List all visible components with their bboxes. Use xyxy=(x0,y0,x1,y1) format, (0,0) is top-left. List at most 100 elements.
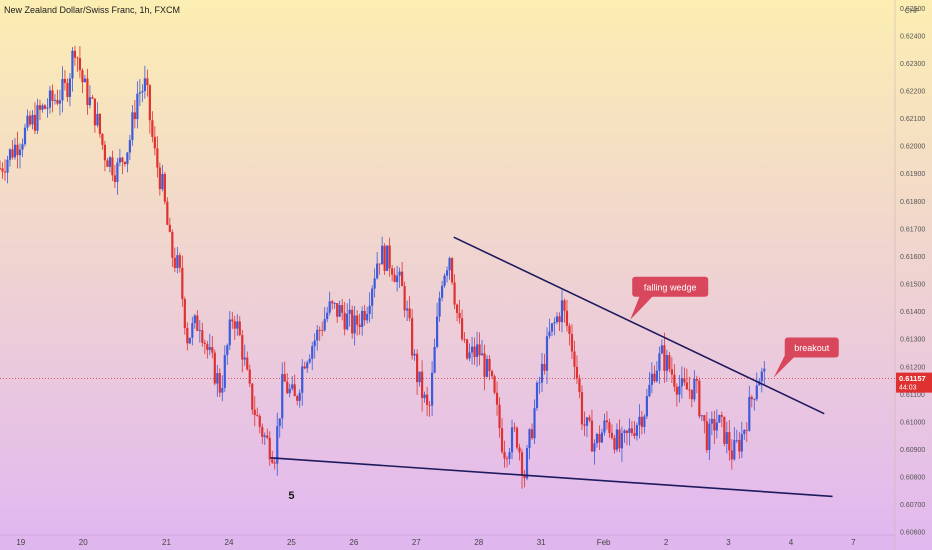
candle-body xyxy=(363,310,366,321)
candle-body xyxy=(241,335,244,360)
y-tick-label: 0.60800 xyxy=(900,475,925,482)
candle-body xyxy=(455,304,459,313)
candle-body xyxy=(720,415,723,417)
candle-body xyxy=(710,418,713,424)
candle-body xyxy=(740,434,743,452)
time-axis-background xyxy=(0,535,895,550)
candle-body xyxy=(173,257,176,268)
currency-label: CHF xyxy=(905,8,919,15)
candle-body xyxy=(258,416,261,427)
candle-body xyxy=(628,428,631,433)
candle-body xyxy=(321,330,324,331)
candle-body xyxy=(401,271,404,287)
candle-body xyxy=(538,382,541,384)
candle-body xyxy=(238,321,241,336)
candle-body xyxy=(161,173,164,190)
candle-body xyxy=(146,78,149,86)
y-tick-label: 0.60700 xyxy=(900,502,925,509)
candle-body xyxy=(13,144,17,158)
candle-body xyxy=(495,392,499,405)
falling-wedge-label: falling wedge xyxy=(644,282,697,292)
candle-body xyxy=(288,388,291,394)
candle-body xyxy=(266,435,269,438)
candle-body xyxy=(748,396,751,431)
candle-body xyxy=(236,321,239,329)
candle-body xyxy=(381,245,384,265)
candle-body xyxy=(560,300,564,323)
candle-body xyxy=(608,422,611,433)
candle-body xyxy=(293,384,296,397)
y-tick-label: 0.61900 xyxy=(900,171,925,178)
candle-body xyxy=(638,416,641,426)
candle-body xyxy=(378,263,381,265)
candle-body xyxy=(191,323,194,338)
candle-body xyxy=(371,288,374,306)
candle-body xyxy=(473,346,476,357)
y-tick-label: 0.61400 xyxy=(900,309,925,316)
candle-body xyxy=(128,140,131,153)
candle-body xyxy=(658,353,661,371)
candle-body xyxy=(178,255,181,268)
candle-body xyxy=(108,157,111,167)
candle-body xyxy=(96,113,99,126)
y-tick-label: 0.62400 xyxy=(900,33,925,40)
candle-body xyxy=(256,415,259,417)
candle-body xyxy=(296,396,299,401)
x-tick-label: 21 xyxy=(162,538,171,547)
candle-body xyxy=(168,224,171,232)
y-tick-label: 0.62500 xyxy=(900,6,925,13)
candle-body xyxy=(11,149,14,158)
candle-body xyxy=(273,462,276,464)
candle-body xyxy=(393,274,396,283)
candle-body xyxy=(408,308,411,319)
x-tick-label: 4 xyxy=(789,538,794,547)
candle-body xyxy=(6,159,9,173)
candle-body xyxy=(723,416,726,444)
candle-body xyxy=(525,448,529,479)
candle-body xyxy=(575,366,579,379)
candle-body xyxy=(540,363,544,383)
candle-body xyxy=(221,387,224,393)
candle-body xyxy=(650,373,653,385)
candle-body xyxy=(453,282,456,305)
candle-body xyxy=(760,371,763,382)
candle-body xyxy=(331,301,334,304)
candle-body xyxy=(513,427,516,429)
candle-body xyxy=(518,447,521,453)
candle-body xyxy=(186,328,189,344)
candle-body xyxy=(251,383,254,410)
y-tick-label: 0.61200 xyxy=(900,364,925,371)
candle-body xyxy=(550,323,554,332)
candle-body xyxy=(695,379,698,381)
candle-body xyxy=(423,394,426,398)
candle-body xyxy=(113,175,116,182)
x-tick-label: 7 xyxy=(851,538,856,547)
candle-body xyxy=(700,415,703,417)
y-tick-label: 0.62100 xyxy=(900,116,925,123)
candle-body xyxy=(528,429,531,449)
candle-body xyxy=(673,374,676,387)
candle-body xyxy=(705,421,708,451)
candle-body xyxy=(745,430,748,431)
candle-body xyxy=(458,312,461,319)
candle-body xyxy=(306,362,309,369)
candle-body xyxy=(263,435,266,437)
candle-body xyxy=(598,433,601,443)
candle-body xyxy=(271,459,274,463)
candle-body xyxy=(246,357,249,370)
candle-body xyxy=(763,368,766,372)
candle-body xyxy=(163,173,166,202)
candle-body xyxy=(685,382,688,390)
candle-body xyxy=(261,426,264,437)
candle-body xyxy=(730,450,733,460)
candle-body xyxy=(630,428,634,434)
candle-body xyxy=(51,90,54,101)
current-price-label: 0.61157 xyxy=(899,374,926,383)
candle-body xyxy=(88,97,92,106)
candle-body xyxy=(158,167,161,190)
falling-wedge-label-box xyxy=(632,276,709,297)
candle-body xyxy=(445,270,449,276)
candle-body xyxy=(480,353,484,356)
y-tick-label: 0.61300 xyxy=(900,337,925,344)
